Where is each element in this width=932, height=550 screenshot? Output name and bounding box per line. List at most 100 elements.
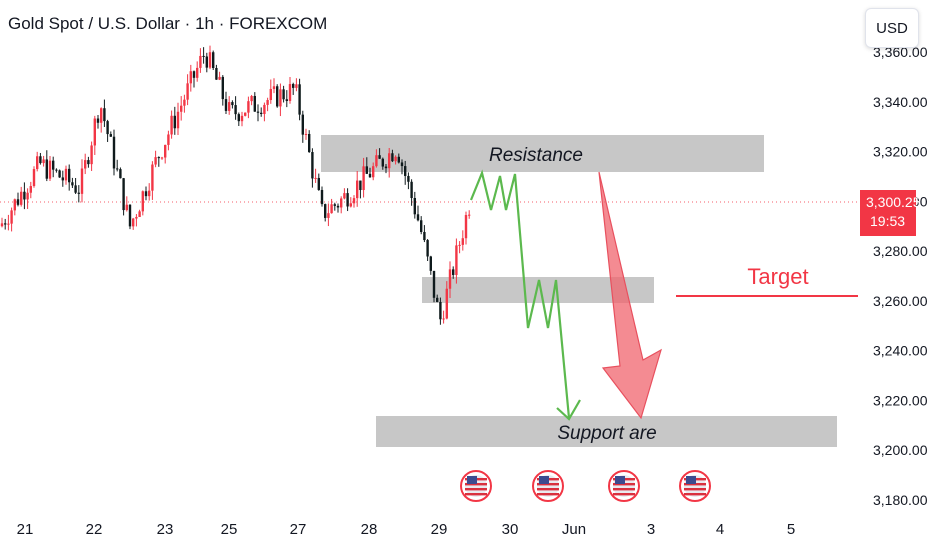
candle-body (413, 198, 416, 215)
y-tick-label: 3,220.00 (873, 392, 928, 408)
x-tick-label: 30 (502, 521, 519, 538)
candle-body (20, 191, 23, 205)
candle-body (346, 193, 349, 207)
candle-body (378, 155, 381, 159)
candle-body (455, 245, 458, 275)
candle-body (4, 223, 7, 225)
candle-body (154, 157, 157, 165)
candle-body (151, 164, 154, 191)
candle-body (186, 83, 189, 100)
x-tick-label: 29 (431, 521, 448, 538)
candle-body (298, 84, 301, 115)
candle-body (458, 244, 461, 246)
candle-body (109, 134, 112, 137)
y-tick-label: 3,200.00 (873, 442, 928, 458)
us-flag-event-icon[interactable] (460, 470, 492, 502)
candle-body (106, 121, 109, 135)
us-flag-event-icon[interactable] (679, 470, 711, 502)
candle-body (0, 223, 4, 227)
candle-body (247, 101, 250, 113)
last-price-badge: 3,300.25 19:53 (860, 190, 921, 236)
support-label: Support are (557, 423, 656, 444)
candle-body (240, 115, 244, 122)
candle-body (16, 199, 20, 205)
candle-body (116, 168, 119, 170)
candle-body (311, 152, 314, 179)
candle-body (394, 156, 397, 162)
candle-body (84, 160, 87, 169)
candle-body (23, 191, 26, 200)
candle-body (269, 88, 272, 101)
candle-body (13, 199, 16, 211)
x-tick-label: 22 (86, 521, 103, 538)
candle-body (452, 269, 455, 275)
candle-body (468, 214, 471, 216)
candle-body (36, 156, 39, 170)
candle-body (317, 177, 320, 190)
candle-body (173, 115, 176, 129)
candle-body (170, 115, 173, 135)
candle-body (285, 99, 288, 101)
candle-body (333, 204, 336, 206)
y-tick-label: 3,280.00 (873, 243, 928, 259)
candle-body (304, 133, 308, 135)
us-flag-event-icon[interactable] (608, 470, 640, 502)
candle-body (365, 166, 368, 174)
candle-body (445, 288, 448, 319)
candle-body (397, 156, 400, 163)
candle-body (256, 111, 260, 113)
target-label: Target (747, 264, 808, 289)
candle-body (87, 160, 90, 165)
candle-body (208, 52, 212, 68)
candle-body (253, 95, 256, 112)
candle-body (132, 218, 135, 227)
x-tick-label: 28 (361, 521, 378, 538)
candle-body (388, 153, 391, 169)
candle-body (71, 182, 74, 186)
candle-body (250, 95, 253, 102)
candle-body (352, 198, 356, 204)
candle-body (464, 215, 468, 239)
candle-body (176, 111, 180, 129)
candle-body (29, 186, 32, 193)
candle-body (7, 223, 10, 225)
candle-body (324, 204, 327, 218)
candle-body (416, 214, 420, 221)
bearish-arrow (598, 171, 662, 420)
candle-body (135, 217, 138, 219)
candle-body (61, 177, 64, 181)
candle-body (439, 301, 442, 320)
candle-body (119, 169, 122, 179)
resistance-label: Resistance (489, 145, 583, 166)
candle-body (308, 133, 311, 153)
candle-body (122, 178, 125, 211)
x-tick-label: 23 (157, 521, 174, 538)
candle-body (77, 192, 80, 194)
candle-body (436, 297, 439, 302)
currency-button[interactable]: USD (865, 8, 919, 48)
candle-body (180, 105, 183, 112)
candle-body (356, 180, 359, 199)
candle-body (404, 166, 407, 176)
candle-body (260, 112, 263, 114)
candle-body (442, 318, 445, 320)
candle-body (68, 168, 71, 183)
candle-body (288, 84, 292, 101)
last-price-value: 3,300.25 (866, 194, 921, 210)
candle-body (244, 112, 247, 116)
candle-body (218, 76, 221, 80)
us-flag-event-icon[interactable] (532, 470, 564, 502)
candle-body (381, 158, 384, 167)
candle-body (74, 185, 77, 193)
candle-body (375, 155, 378, 167)
candle-body (231, 102, 234, 106)
candle-body (148, 190, 151, 197)
candle-body (26, 192, 29, 200)
candle-body (340, 198, 343, 208)
candle-body (183, 99, 186, 106)
candle-body (276, 86, 279, 107)
candle-body (80, 168, 84, 194)
candle-body (429, 256, 432, 271)
x-tick-label: 4 (716, 521, 724, 538)
